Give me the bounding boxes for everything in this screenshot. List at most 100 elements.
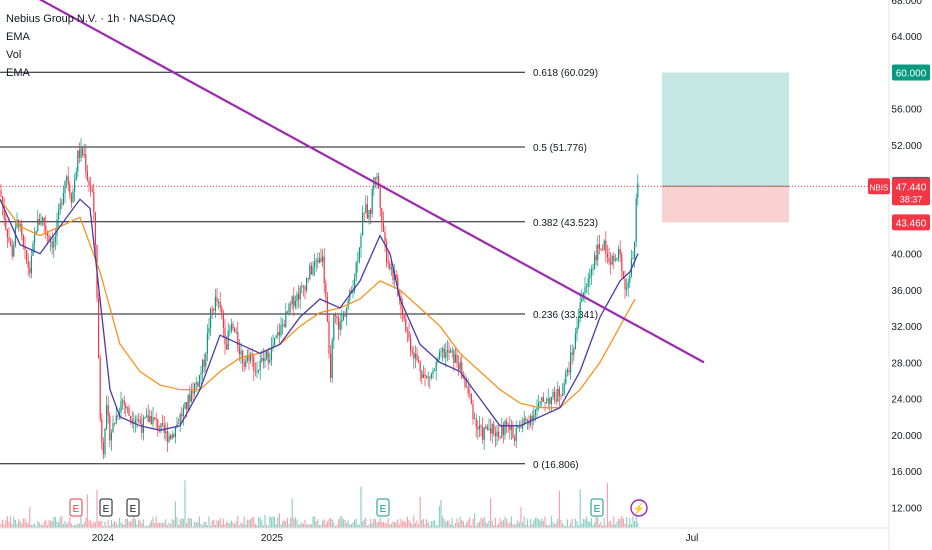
candle-body xyxy=(168,435,170,442)
candle-body xyxy=(19,224,21,228)
candle-body xyxy=(589,274,591,279)
candle-body xyxy=(421,371,423,378)
volume-bar xyxy=(398,524,400,528)
volume-bar xyxy=(454,522,456,528)
legend-ema-2[interactable]: EMA xyxy=(6,67,30,79)
volume-bar xyxy=(278,513,280,528)
candle-body xyxy=(371,189,373,214)
candle-body xyxy=(509,425,511,431)
candle-body xyxy=(624,278,626,290)
volume-bar xyxy=(544,516,546,528)
volume-bar xyxy=(91,524,93,528)
volume-bar xyxy=(58,522,60,528)
volume-bar xyxy=(155,516,157,528)
candle-body xyxy=(606,253,608,258)
volume-bar xyxy=(344,519,346,528)
candle-body xyxy=(408,331,410,339)
earnings-label: E xyxy=(380,504,387,515)
candle-body xyxy=(574,333,576,349)
candle-body xyxy=(534,410,536,416)
candle-body xyxy=(64,180,66,193)
volume-bar xyxy=(61,516,63,528)
candle-body xyxy=(112,423,114,433)
legend-vol[interactable]: Vol xyxy=(6,49,22,61)
candle-body xyxy=(50,241,52,243)
candle-body xyxy=(621,254,623,272)
volume-bar xyxy=(294,517,296,528)
candle-body xyxy=(552,392,554,398)
volume-bar xyxy=(99,520,101,528)
candle-body xyxy=(486,426,488,430)
volume-bar xyxy=(88,520,90,528)
fib-label: 0.382 (43.523) xyxy=(533,218,598,229)
volume-bar xyxy=(486,523,488,528)
candle-body xyxy=(445,351,447,358)
legend-ema-1[interactable]: EMA xyxy=(6,31,30,43)
candle-body xyxy=(402,309,404,316)
candle-body xyxy=(94,212,96,246)
volume-bar xyxy=(579,489,581,528)
candle-body xyxy=(450,350,452,353)
candle-body xyxy=(278,331,280,336)
volume-bar xyxy=(605,525,607,528)
volume-bar xyxy=(610,520,612,528)
volume-bar xyxy=(330,518,332,528)
volume-bar xyxy=(30,524,32,528)
volume-bar xyxy=(426,519,428,528)
earnings-label: E xyxy=(73,504,80,515)
candle-body xyxy=(21,224,23,236)
earnings-badge xyxy=(99,498,113,517)
candle-body xyxy=(178,423,180,425)
volume-bar xyxy=(462,521,464,528)
candle-body xyxy=(597,244,599,261)
volume-bar xyxy=(382,521,384,528)
candle-body xyxy=(341,319,343,322)
volume-bar xyxy=(354,519,356,528)
candle-body xyxy=(78,150,80,158)
volume-bar xyxy=(427,521,429,528)
volume-bar xyxy=(453,525,455,528)
volume-bar xyxy=(192,525,194,528)
candle-body xyxy=(501,424,503,438)
candle-body xyxy=(213,309,215,311)
candle-body xyxy=(37,218,39,231)
volume-bar xyxy=(622,518,624,528)
volume-bar xyxy=(230,520,232,528)
candle-body xyxy=(186,402,188,410)
volume-bar xyxy=(576,521,578,528)
candle-body xyxy=(211,309,213,310)
volume-bar xyxy=(557,518,559,528)
candle-body xyxy=(198,374,200,387)
volume-bar xyxy=(29,506,31,528)
candle-body xyxy=(546,402,548,404)
volume-bar xyxy=(618,518,620,528)
volume-bar xyxy=(131,518,133,528)
candle-body xyxy=(550,397,552,404)
volume-bar xyxy=(531,524,533,528)
candle-body xyxy=(245,360,247,367)
position-zones xyxy=(0,72,889,223)
candle-body xyxy=(579,301,581,317)
candle-body xyxy=(176,423,178,428)
volume-bar xyxy=(202,525,204,528)
candle-body xyxy=(317,260,319,263)
fib-label: 0.236 (33.341) xyxy=(533,310,598,321)
candle-body xyxy=(107,405,109,416)
candle-body xyxy=(24,246,26,250)
candle-body xyxy=(525,418,527,421)
volume-bar xyxy=(86,494,88,528)
candle-body xyxy=(43,217,45,226)
volume-bar xyxy=(280,524,282,528)
volume-bar xyxy=(347,520,349,528)
volume-bar xyxy=(365,517,367,528)
volume-bar xyxy=(386,523,388,528)
candle-body xyxy=(139,419,141,424)
volume-bar xyxy=(163,523,165,528)
volume-bar xyxy=(178,524,180,528)
volume-bar xyxy=(611,524,613,528)
volume-bar xyxy=(50,520,52,528)
candle-body xyxy=(632,258,634,259)
volume-bar xyxy=(626,517,628,528)
volume-bar xyxy=(586,516,588,528)
